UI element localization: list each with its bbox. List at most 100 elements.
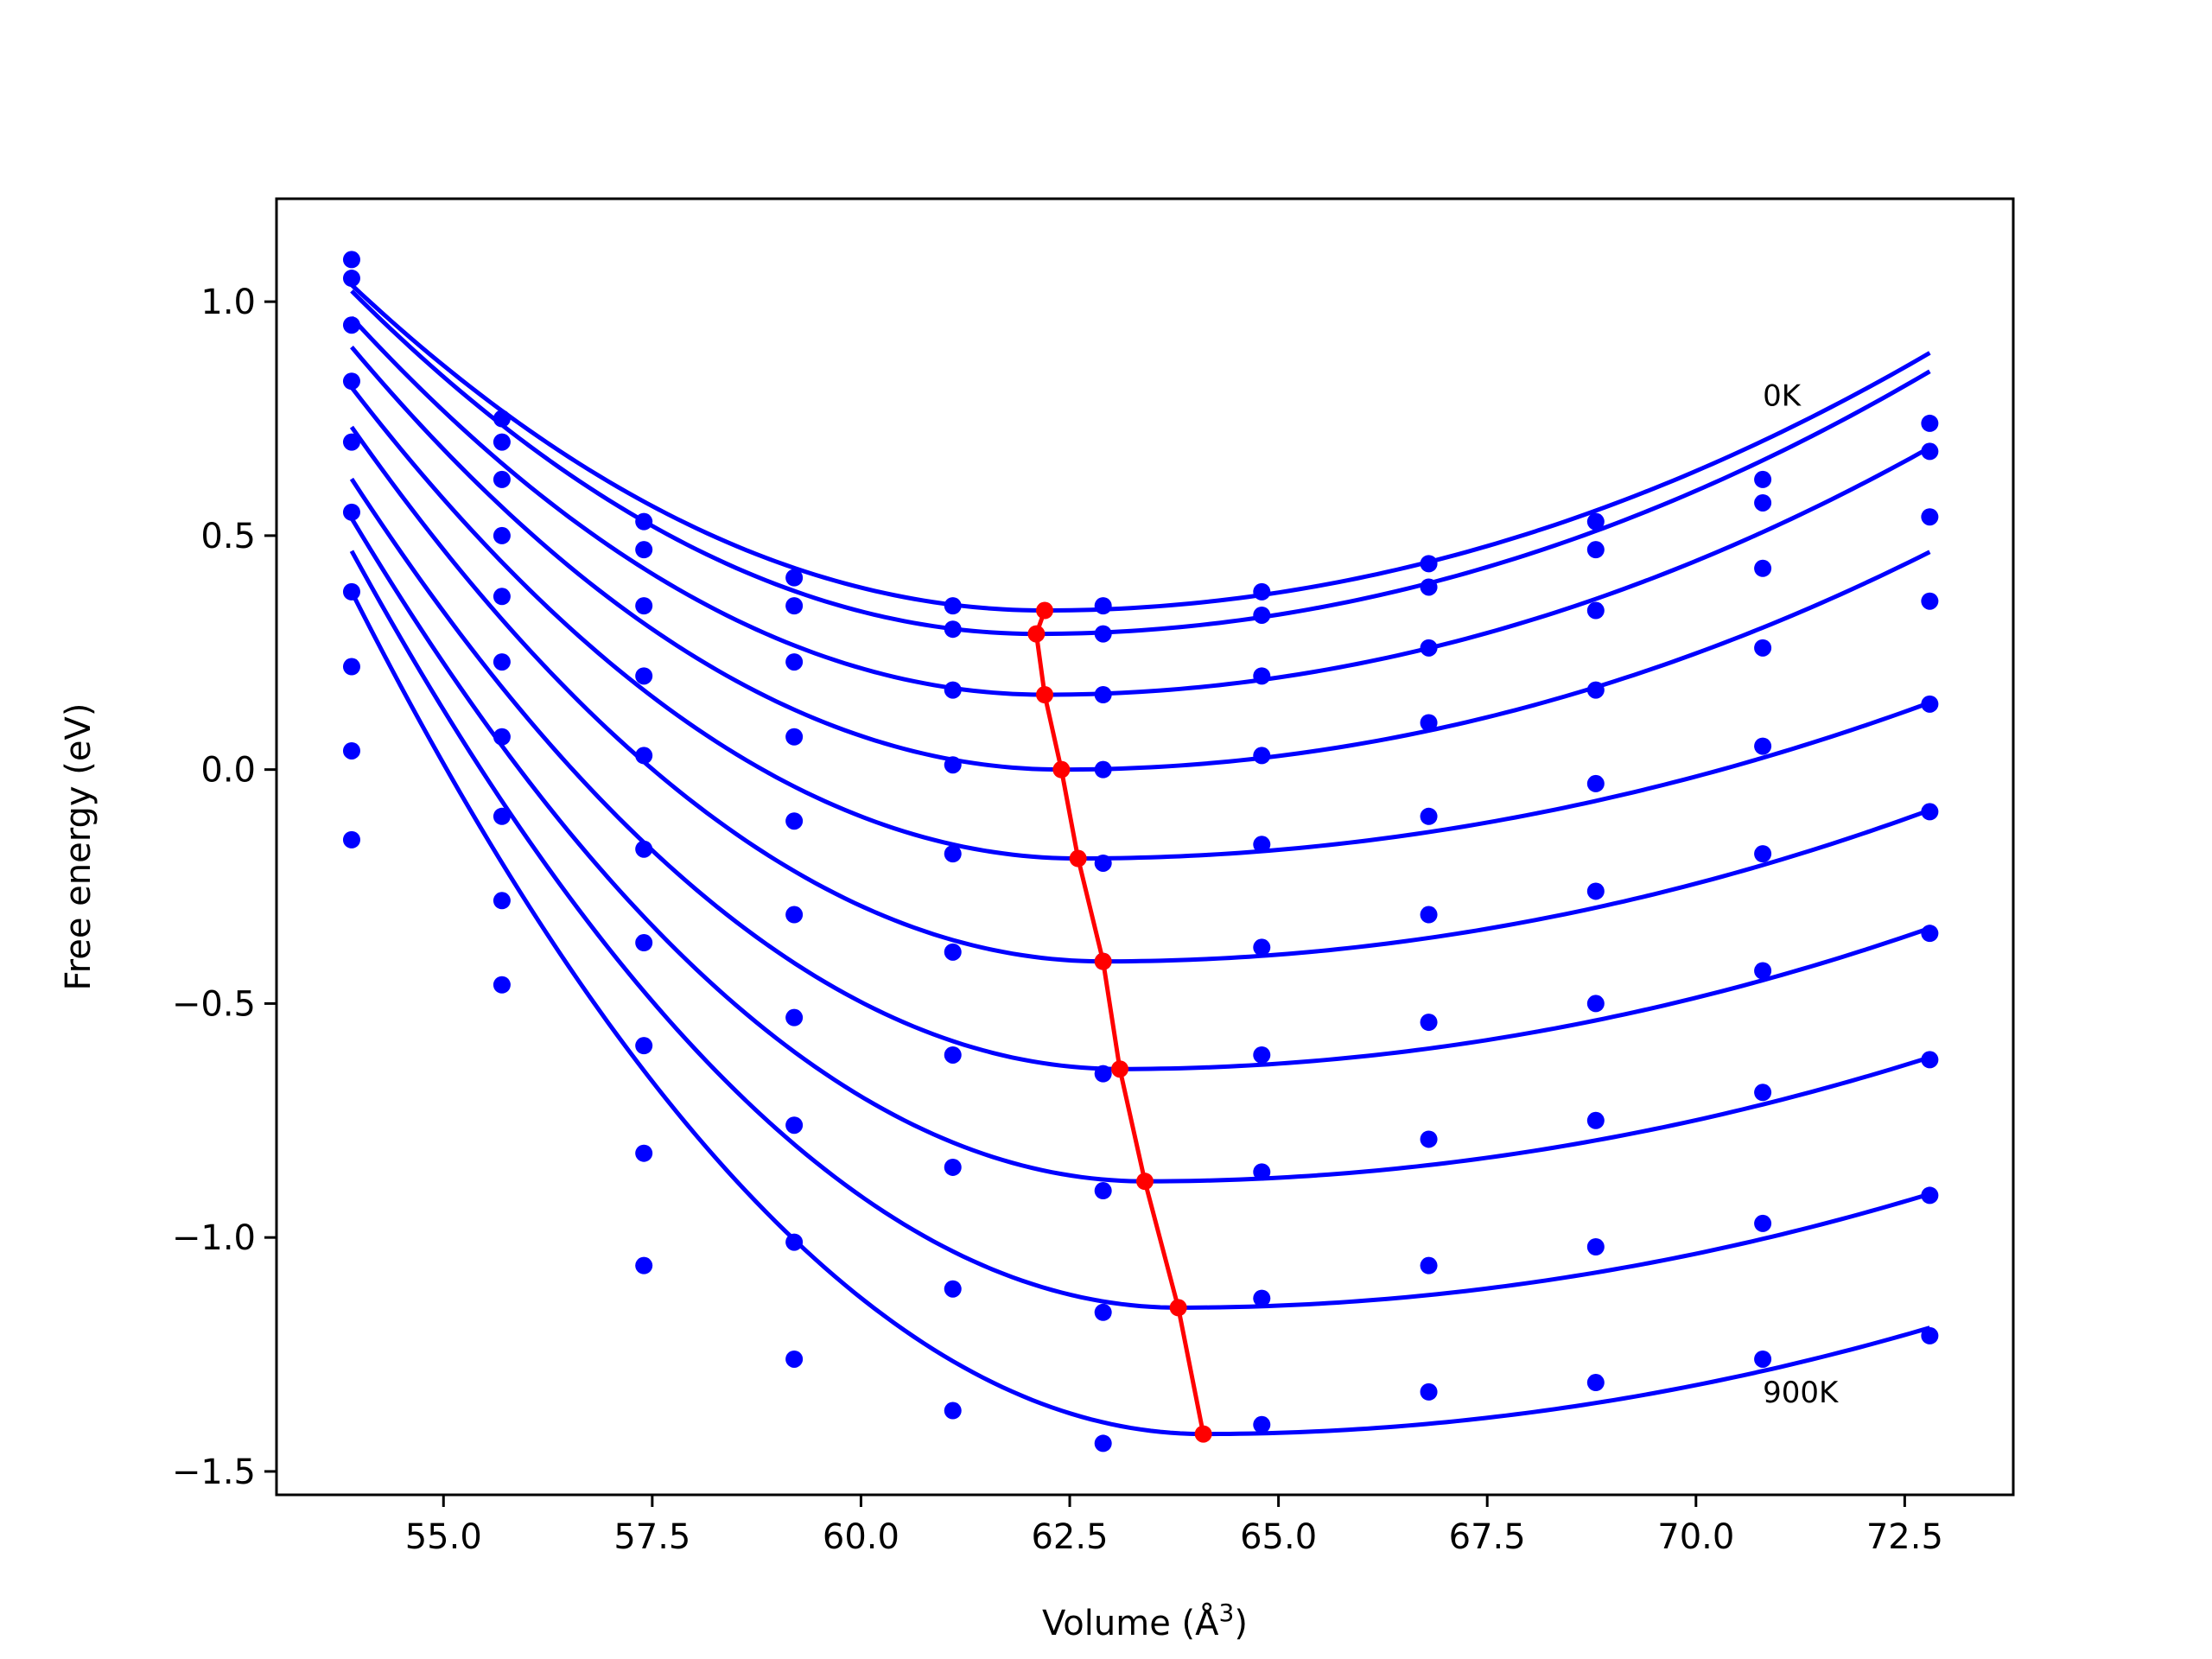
data-point bbox=[635, 597, 653, 615]
data-point bbox=[944, 845, 962, 863]
data-point bbox=[1754, 639, 1772, 657]
data-point bbox=[1094, 597, 1112, 615]
series-10 bbox=[342, 590, 1939, 1452]
y-tick-label: −1.5 bbox=[172, 1452, 256, 1492]
data-point bbox=[785, 1008, 804, 1027]
data-point bbox=[1586, 1111, 1605, 1129]
data-point bbox=[1253, 747, 1271, 765]
data-point bbox=[342, 830, 360, 849]
y-axis-title: Free energy (eV) bbox=[59, 703, 99, 991]
x-tick-label: 67.5 bbox=[1449, 1517, 1526, 1557]
data-point bbox=[1420, 906, 1438, 924]
data-point bbox=[1253, 1046, 1271, 1064]
data-point bbox=[1094, 1065, 1112, 1083]
data-point bbox=[635, 1144, 653, 1162]
y-tick-label: −0.5 bbox=[172, 984, 256, 1024]
data-point bbox=[493, 653, 511, 671]
data-point bbox=[1754, 1214, 1772, 1232]
minimum-point bbox=[1094, 952, 1112, 970]
data-point bbox=[1253, 667, 1271, 685]
fit-curve-9 bbox=[349, 550, 1931, 1310]
data-point bbox=[1586, 995, 1605, 1013]
data-point bbox=[1094, 1303, 1112, 1321]
fit-curve-6 bbox=[349, 425, 1931, 964]
data-point bbox=[1754, 737, 1772, 755]
data-point bbox=[1754, 1350, 1772, 1368]
data-point bbox=[1094, 686, 1112, 704]
x-axis-title: Volume (Å3) bbox=[1042, 1599, 1248, 1643]
x-tick-label: 65.0 bbox=[1240, 1517, 1317, 1557]
minimum-point bbox=[1027, 625, 1046, 643]
data-point bbox=[1253, 582, 1271, 601]
data-point bbox=[342, 251, 360, 269]
data-point bbox=[1921, 1326, 1939, 1344]
x-tick-label: 57.5 bbox=[613, 1517, 690, 1557]
series-2 bbox=[342, 270, 1939, 643]
data-point bbox=[1754, 1084, 1772, 1102]
data-point bbox=[785, 728, 804, 746]
data-point bbox=[1921, 592, 1939, 610]
plot-area bbox=[342, 251, 1939, 1452]
axes-frame bbox=[275, 197, 2015, 1497]
data-point bbox=[342, 503, 360, 521]
fit-curve-5 bbox=[349, 385, 1931, 861]
data-point bbox=[785, 1116, 804, 1135]
x-tick-label: 62.5 bbox=[1031, 1517, 1108, 1557]
data-point bbox=[342, 433, 360, 451]
data-point bbox=[785, 1350, 804, 1368]
y-axis: 1.0 0.5 0.0 −0.5 −1.0 −1.5 bbox=[172, 283, 276, 1492]
y-tick-label: −1.0 bbox=[172, 1218, 256, 1258]
data-point bbox=[1586, 774, 1605, 792]
data-point bbox=[785, 812, 804, 830]
fit-curve-7 bbox=[349, 477, 1931, 1071]
data-point bbox=[635, 1037, 653, 1055]
data-point bbox=[342, 372, 360, 391]
data-point bbox=[1754, 845, 1772, 863]
data-point bbox=[1754, 559, 1772, 577]
data-point bbox=[635, 934, 653, 952]
data-point bbox=[1420, 1256, 1438, 1274]
data-point bbox=[944, 1158, 962, 1176]
data-point bbox=[1094, 625, 1112, 643]
minimum-point bbox=[1111, 1060, 1129, 1078]
fit-curve-1 bbox=[350, 283, 1931, 613]
data-point bbox=[1253, 1289, 1271, 1307]
data-point bbox=[1754, 470, 1772, 488]
minimum-point bbox=[1194, 1425, 1212, 1443]
data-point bbox=[1094, 854, 1112, 872]
data-point bbox=[1420, 555, 1438, 573]
minimum-line bbox=[1033, 609, 1206, 1435]
data-point bbox=[1921, 925, 1939, 943]
data-point bbox=[1420, 1130, 1438, 1148]
data-point bbox=[1420, 714, 1438, 732]
data-point bbox=[493, 588, 511, 606]
series-1 bbox=[342, 251, 1939, 615]
data-point bbox=[493, 892, 511, 910]
data-point bbox=[944, 597, 962, 615]
data-point bbox=[1586, 882, 1605, 900]
data-point bbox=[342, 658, 360, 676]
data-point bbox=[785, 569, 804, 587]
data-point bbox=[1420, 639, 1438, 657]
data-point bbox=[1921, 442, 1939, 461]
data-point bbox=[1253, 836, 1271, 854]
minimum-point bbox=[1069, 849, 1087, 868]
series-7 bbox=[342, 477, 1939, 1083]
data-point bbox=[1921, 1186, 1939, 1205]
data-point bbox=[342, 270, 360, 288]
data-point bbox=[1420, 1014, 1438, 1032]
data-point bbox=[1586, 512, 1605, 531]
x-tick-label: 70.0 bbox=[1657, 1517, 1734, 1557]
x-tick-label: 72.5 bbox=[1866, 1517, 1943, 1557]
data-point bbox=[785, 597, 804, 615]
data-point bbox=[635, 1256, 653, 1274]
data-point bbox=[944, 1402, 962, 1420]
minimum-point bbox=[1169, 1299, 1187, 1317]
data-point bbox=[342, 741, 360, 760]
data-point bbox=[944, 943, 962, 961]
data-point bbox=[635, 667, 653, 685]
data-point bbox=[1921, 1051, 1939, 1069]
data-point bbox=[944, 620, 962, 639]
